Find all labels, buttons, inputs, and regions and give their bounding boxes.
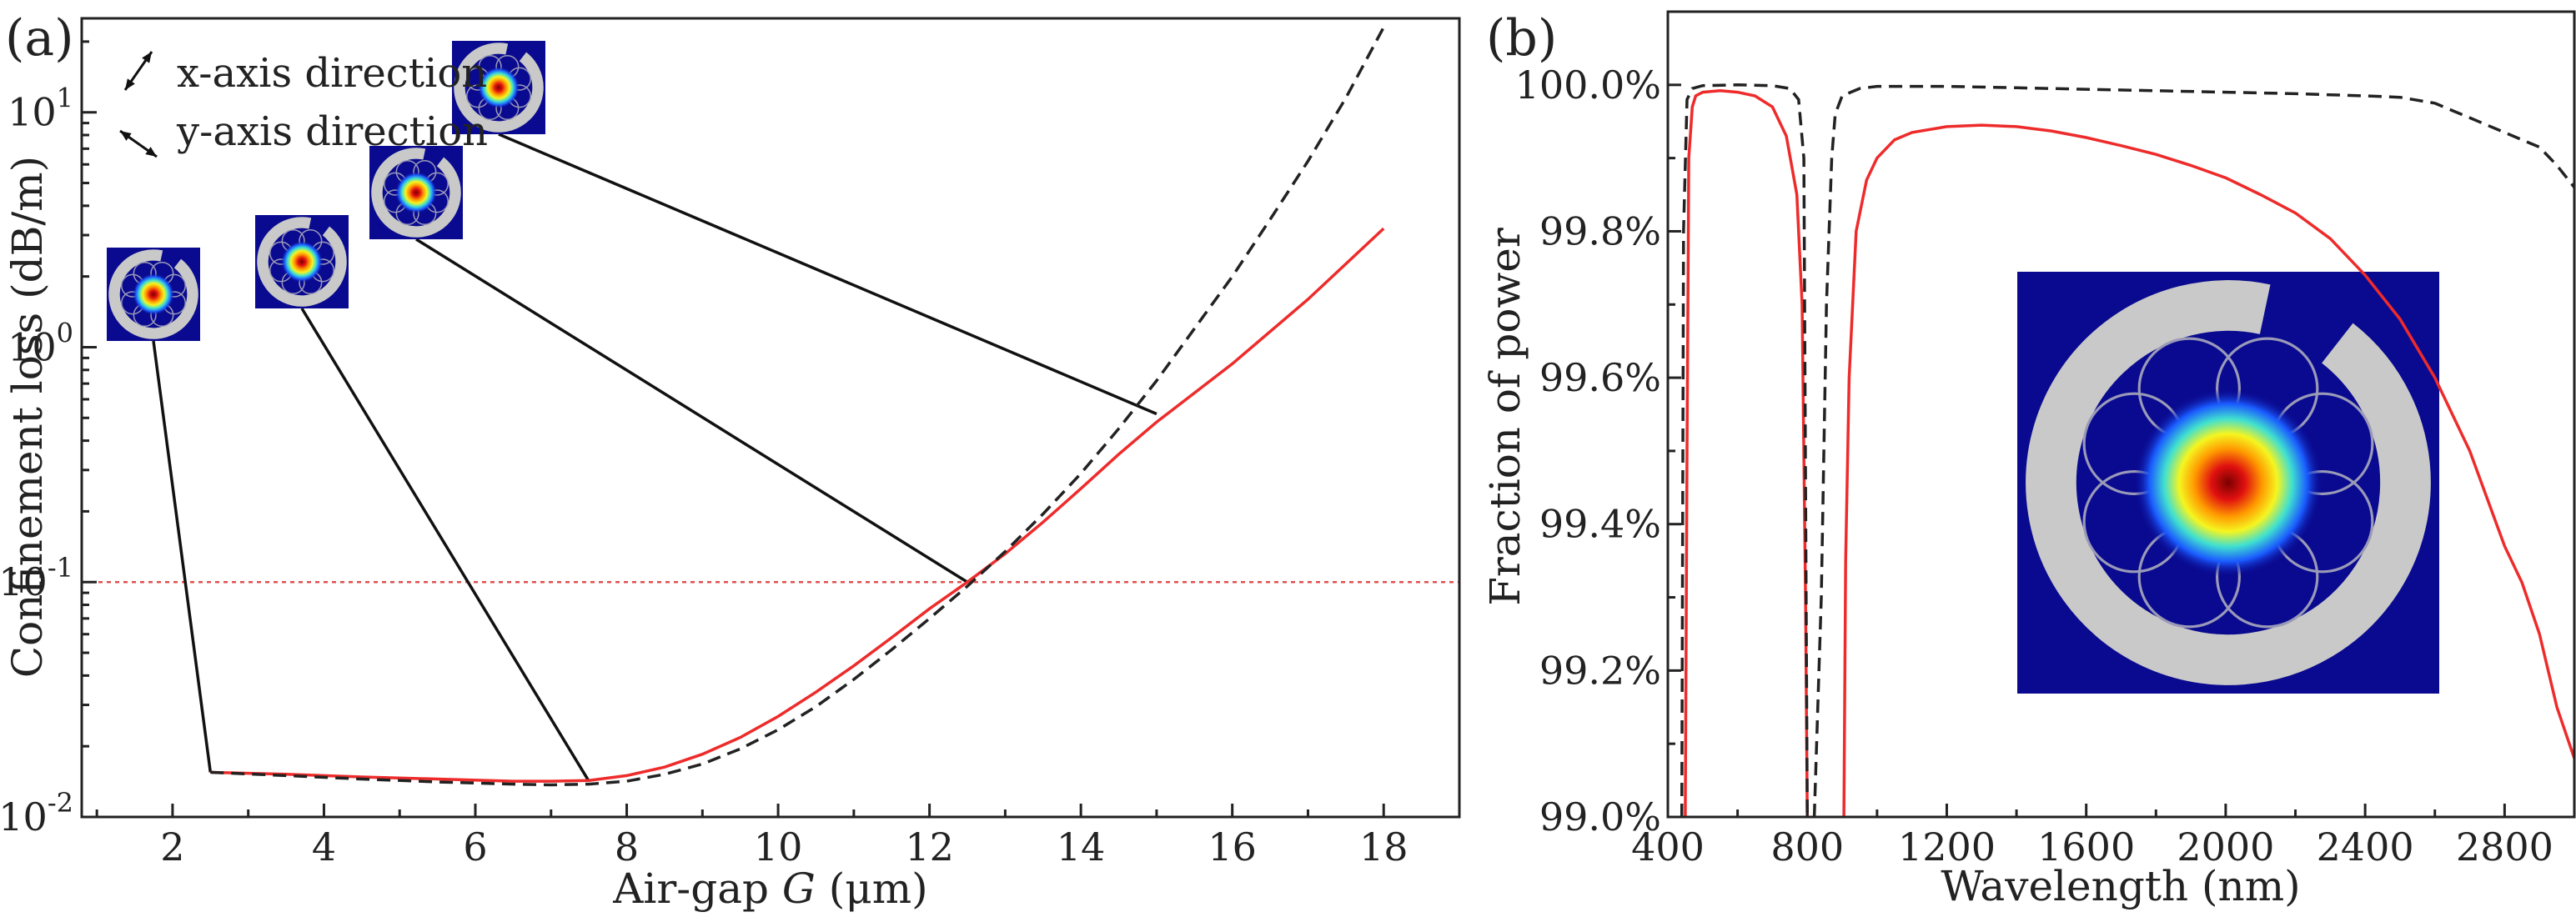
x-axis-title-variable: G <box>782 864 816 913</box>
x-tick-label-2000: 2000 <box>2177 824 2274 869</box>
inset-mode-field <box>281 241 323 283</box>
legend-item: y-axis direction <box>119 108 488 158</box>
panel-b-label: (b) <box>1486 9 1557 68</box>
series-layer-b <box>1680 83 2576 817</box>
x-axis-title-b: Wavelength (nm) <box>1941 862 2300 910</box>
y-axis-b: 99.0% 99.2% 99.4% 99.6% 99.8% 100.0% <box>1515 63 1681 839</box>
legend-a: x-axis direction y-axis direction <box>119 50 488 158</box>
inset-leader-line <box>415 238 968 584</box>
x-axis-a: 2 4 6 8 10 12 14 16 18 <box>95 804 1461 869</box>
legend-arrow-head <box>142 52 152 63</box>
panel-b: (b) 400 800 1200 1600 2000 2400 2800 99.0% 99.2… <box>1481 9 2576 910</box>
y-tick-label: 99.8% <box>1539 208 1661 253</box>
y-tick-label: 99.2% <box>1539 648 1661 693</box>
inset-leader-line <box>498 133 1157 416</box>
x-tick-label-4: 4 <box>312 824 336 869</box>
inset-mode-field <box>478 67 520 108</box>
x-tick-label-800: 800 <box>1770 824 1844 869</box>
x-tick-label-2: 2 <box>160 824 184 869</box>
inset-leader-line <box>300 308 590 782</box>
x-tick-label-2800: 2800 <box>2456 824 2553 869</box>
y-tick-label: 10-2 <box>0 787 73 839</box>
x-tick-label-18: 18 <box>1359 824 1409 869</box>
y-axis-title-b: Fraction of power <box>1481 228 1529 606</box>
inset-cladding-ring <box>2026 280 2431 685</box>
y-tick-label: 99.6% <box>1539 355 1661 400</box>
series-line-solid <box>1842 123 2576 817</box>
y-tick-label: 100.0% <box>1515 63 1661 108</box>
x-tick-label-1200: 1200 <box>1898 824 1996 869</box>
mode-inset-large <box>2017 272 2439 694</box>
mode-inset-g15 <box>452 41 545 134</box>
inset-mode-field <box>395 172 437 213</box>
mode-inset-g2.5 <box>107 248 200 341</box>
series-line-solid <box>1684 89 1809 817</box>
y-tick-base: 10 <box>8 90 57 135</box>
mode-inset-g7.5 <box>255 215 349 308</box>
y-tick-exponent: -1 <box>48 552 73 584</box>
x-tick-label-1600: 1600 <box>2037 824 2135 869</box>
x-tick-label-14: 14 <box>1057 824 1106 869</box>
series-line-solid <box>210 227 1385 783</box>
y-tick-exponent: 0 <box>57 317 73 348</box>
inset-mode-field <box>133 273 174 315</box>
series-layer-a <box>210 26 1385 787</box>
x-tick-label-2400: 2400 <box>2317 824 2414 869</box>
y-axis-title-a: Confinement loss (dB/m) <box>3 156 52 678</box>
y-tick-label: 99.4% <box>1539 502 1661 547</box>
y-tick-label: 100 <box>8 317 73 369</box>
panel-a-label: (a) <box>5 9 74 68</box>
legend-arrow-head <box>120 131 132 141</box>
inset-cladding-ring <box>371 148 461 238</box>
legend-arrow-head <box>125 78 135 90</box>
inset-layer-b <box>2017 272 2439 694</box>
y-tick-label: 10-1 <box>0 552 73 604</box>
x-axis-b: 400 800 1200 1600 2000 2400 2800 <box>1631 804 2553 869</box>
x-tick-label-12: 12 <box>905 824 954 869</box>
y-tick-label: 101 <box>8 83 73 135</box>
series-line-dashed <box>210 26 1385 787</box>
y-tick-exponent: 1 <box>57 83 73 114</box>
y-tick-exponent: -2 <box>48 787 73 819</box>
x-tick-label-6: 6 <box>463 824 487 869</box>
inset-mode-field <box>2134 388 2322 577</box>
plot-frame-b <box>1666 10 2576 819</box>
legend-label: x-axis direction <box>177 50 487 97</box>
x-axis-title-a: Air-gap G (μm) <box>612 864 927 913</box>
y-tick-base: 10 <box>8 324 57 369</box>
series-line-dashed <box>1680 83 1809 817</box>
x-axis-title-unit: (μm) <box>816 864 928 913</box>
inset-cladding-ring <box>454 43 544 133</box>
y-tick-base: 10 <box>0 794 48 839</box>
x-tick-label-16: 16 <box>1208 824 1257 869</box>
inset-cladding-ring <box>257 217 347 307</box>
x-tick-label-10: 10 <box>754 824 803 869</box>
y-tick-label: 99.0% <box>1539 794 1661 839</box>
legend-arrow-head <box>145 147 157 157</box>
legend-item: x-axis direction <box>123 50 487 97</box>
x-tick-label-8: 8 <box>615 824 639 869</box>
x-axis-title-prefix: Air-gap <box>612 864 782 913</box>
inset-leader-line <box>152 340 213 773</box>
y-tick-base: 10 <box>0 559 48 604</box>
legend-label: y-axis direction <box>176 108 488 155</box>
series-line-dashed <box>1812 84 2576 817</box>
inset-cladding-ring <box>108 249 198 339</box>
x-tick-label-400: 400 <box>1631 824 1705 869</box>
mode-inset-g12.5 <box>369 146 463 239</box>
inset-layer-a <box>107 41 1157 782</box>
